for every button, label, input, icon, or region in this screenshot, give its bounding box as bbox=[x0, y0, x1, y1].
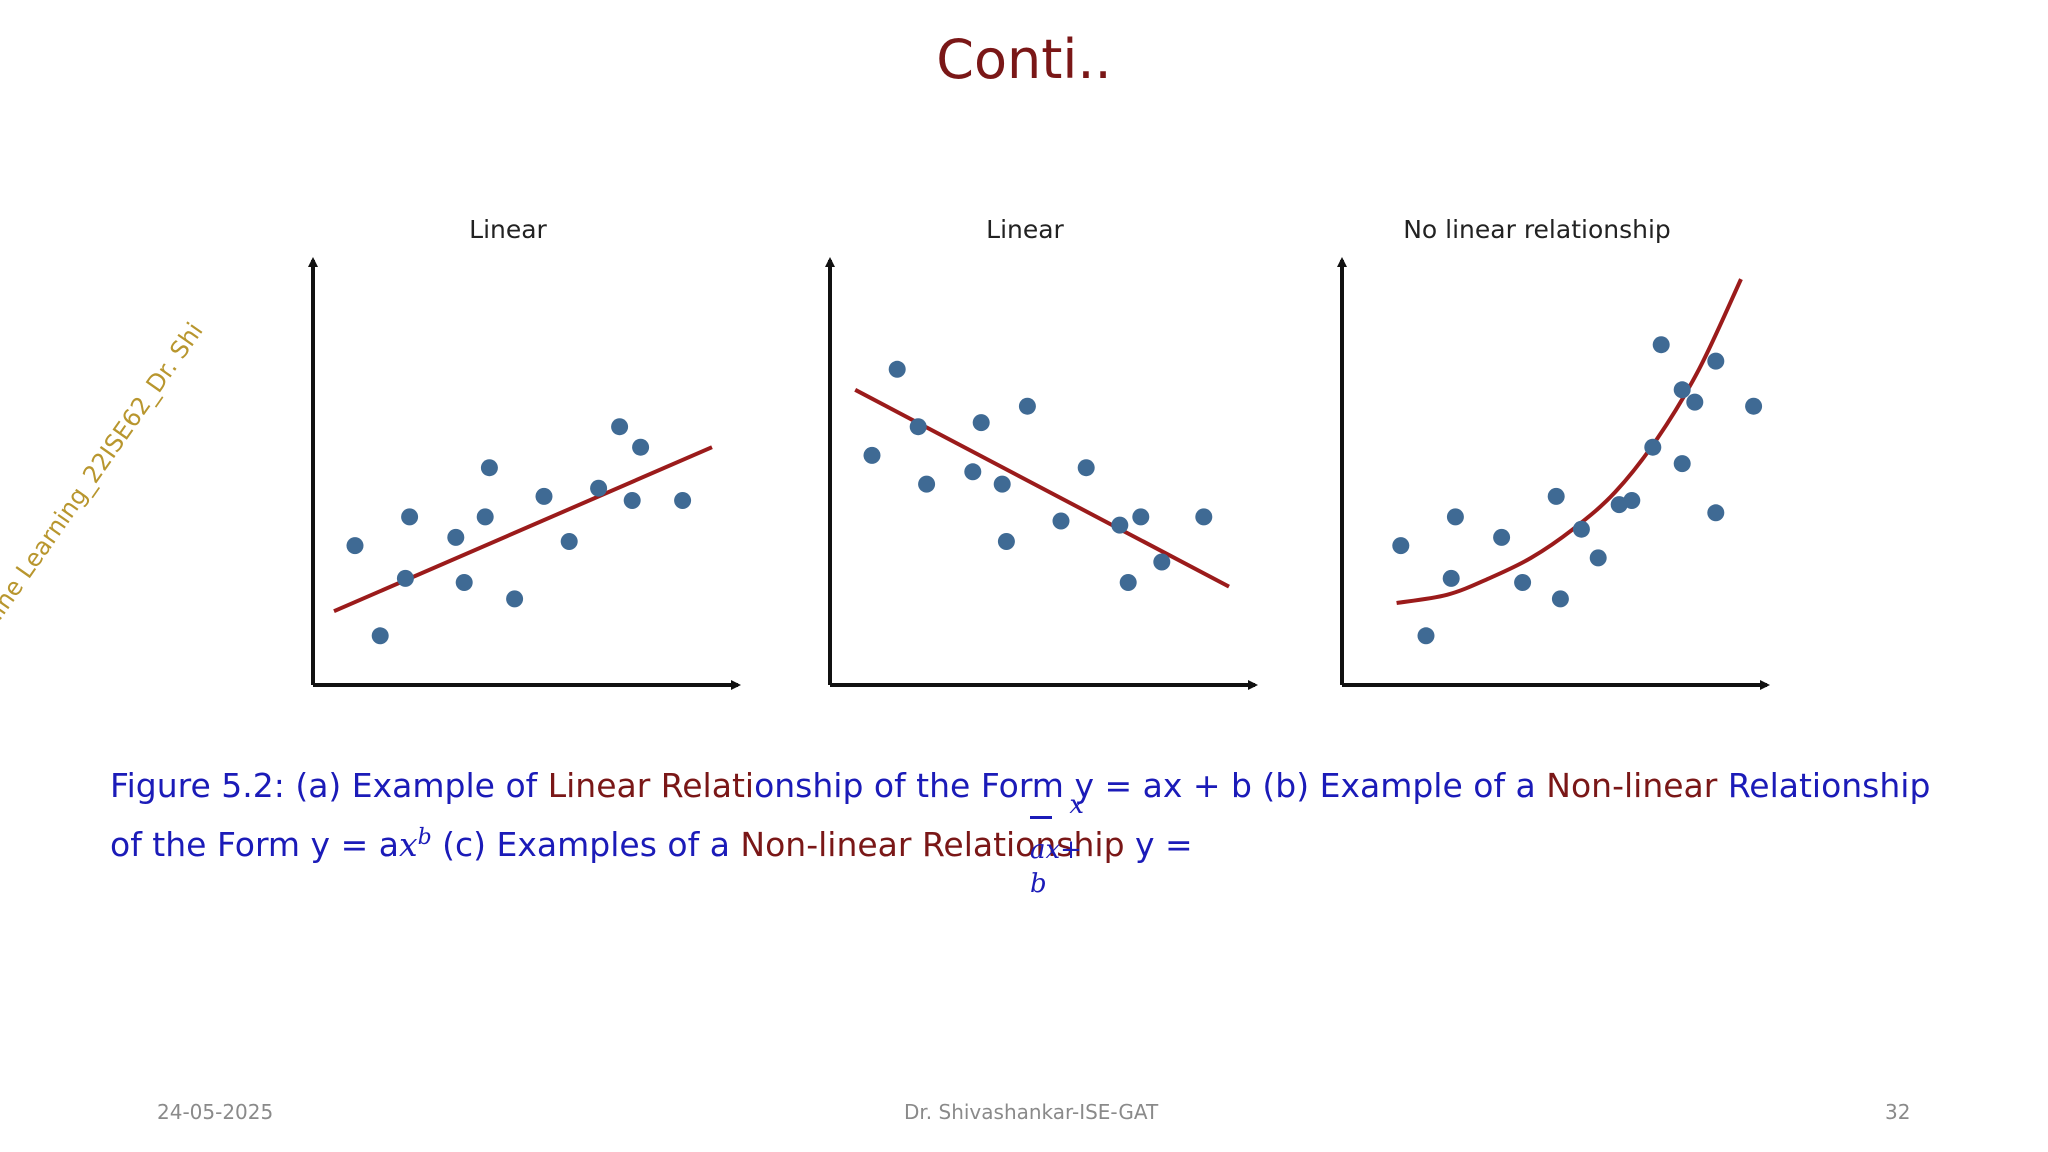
scatter-panel-3: No linear relationship bbox=[1337, 215, 1770, 690]
data-point bbox=[1442, 569, 1460, 587]
panel-title-2: Linear bbox=[986, 215, 1064, 244]
data-point bbox=[447, 528, 465, 546]
data-point bbox=[1153, 553, 1171, 571]
data-point bbox=[1745, 397, 1763, 415]
data-point bbox=[1132, 508, 1150, 526]
data-point bbox=[455, 574, 473, 591]
caption-fraction: x ax+ b bbox=[1030, 790, 1090, 901]
data-point bbox=[972, 414, 990, 432]
slide-title: Conti.. bbox=[936, 28, 1112, 91]
data-point bbox=[1392, 537, 1410, 555]
data-point bbox=[993, 475, 1011, 493]
scatter-panel-2: Linear bbox=[825, 215, 1258, 690]
data-point bbox=[1572, 520, 1590, 538]
data-point bbox=[611, 418, 629, 436]
fraction-numerator: x bbox=[1069, 790, 1084, 820]
caption-highlight-linear: Linear Relati bbox=[547, 766, 755, 805]
caption-part5: y = bbox=[1124, 825, 1193, 864]
data-point bbox=[1623, 492, 1641, 509]
data-point bbox=[623, 492, 641, 509]
caption-part3: Relationship of the Form y = a bbox=[110, 766, 1931, 864]
data-point bbox=[964, 463, 982, 481]
data-point bbox=[396, 569, 414, 587]
data-point bbox=[1707, 352, 1725, 370]
footer-page-number: 32 bbox=[1885, 1100, 1911, 1124]
fraction-bar bbox=[1030, 816, 1052, 819]
footer-date: 24-05-2025 bbox=[157, 1100, 274, 1124]
data-point bbox=[480, 459, 498, 477]
data-point bbox=[1707, 504, 1725, 522]
data-point bbox=[1417, 627, 1435, 645]
data-point bbox=[346, 537, 364, 555]
data-point bbox=[476, 508, 494, 526]
data-point bbox=[909, 418, 927, 436]
data-point bbox=[1119, 574, 1137, 591]
data-point bbox=[560, 533, 578, 550]
data-point bbox=[1673, 455, 1691, 473]
data-point bbox=[1551, 590, 1569, 608]
data-point bbox=[863, 446, 881, 464]
data-point bbox=[674, 492, 692, 509]
data-point bbox=[1514, 574, 1532, 591]
caption-part4: (c) Examples of a bbox=[431, 825, 741, 864]
fit-line-1 bbox=[333, 445, 713, 614]
data-point bbox=[1686, 393, 1704, 411]
data-point bbox=[1077, 459, 1095, 477]
data-point bbox=[1446, 508, 1464, 526]
scatter-panel-1: Linear bbox=[308, 215, 741, 690]
data-point bbox=[1652, 336, 1670, 354]
data-point bbox=[1052, 512, 1070, 530]
data-point bbox=[1018, 397, 1036, 415]
data-point bbox=[632, 438, 650, 456]
figure-caption: Figure 5.2: (a) Example of Linear Relati… bbox=[110, 760, 1960, 871]
caption-math-exponent: b bbox=[417, 825, 432, 850]
data-point bbox=[1493, 528, 1511, 546]
data-point bbox=[1547, 487, 1565, 505]
fraction-denominator-1: ax+ bbox=[1030, 835, 1082, 865]
panel-title-3: No linear relationship bbox=[1403, 215, 1671, 244]
data-point bbox=[371, 627, 389, 645]
data-point bbox=[918, 475, 936, 493]
data-point bbox=[1644, 438, 1662, 456]
caption-highlight-nonlinear: Non-linear bbox=[1546, 766, 1718, 805]
data-point bbox=[506, 590, 524, 608]
data-point bbox=[1195, 508, 1213, 526]
data-point bbox=[997, 533, 1015, 550]
data-point bbox=[1111, 516, 1129, 534]
caption-math-x: x bbox=[398, 825, 418, 864]
footer-author: Dr. Shivashankar-ISE-GAT bbox=[904, 1100, 1159, 1124]
data-point bbox=[888, 360, 906, 378]
caption-highlight-nonlinear-2: Non-linear Relationship bbox=[740, 825, 1125, 864]
data-point bbox=[535, 487, 553, 505]
data-point bbox=[1589, 549, 1607, 567]
data-point bbox=[1673, 381, 1691, 399]
fit-line-2 bbox=[854, 388, 1230, 589]
caption-part1: Figure 5.2: (a) Example of bbox=[110, 766, 548, 805]
fraction-denominator-2: b bbox=[1030, 869, 1047, 899]
data-point bbox=[401, 508, 419, 526]
fit-line-3 bbox=[1396, 278, 1743, 605]
data-point bbox=[590, 479, 608, 497]
caption-part2: onship of the Form y = ax + b (b) Exampl… bbox=[754, 766, 1547, 805]
panel-title-1: Linear bbox=[469, 215, 547, 244]
